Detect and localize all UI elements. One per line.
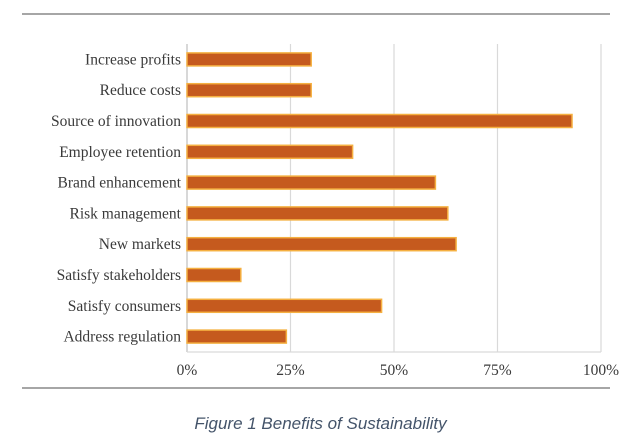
bar <box>186 298 383 314</box>
bar <box>186 329 288 344</box>
bar <box>186 236 457 252</box>
bar <box>186 82 312 98</box>
category-label: Risk management <box>70 205 182 222</box>
category-label: Reduce costs <box>100 82 181 99</box>
x-tick-label: 100% <box>583 362 619 379</box>
top-rule <box>22 13 610 15</box>
bar <box>186 113 573 129</box>
category-label: Address regulation <box>63 329 181 346</box>
figure-caption: Figure 1 Benefits of Sustainability <box>194 414 447 433</box>
x-tick-label: 0% <box>177 362 198 379</box>
x-tick-label: 75% <box>483 362 512 379</box>
category-labels: Increase profits Reduce costs Source of in… <box>51 51 182 345</box>
bar-chart: Increase profits Reduce costs Source of in… <box>51 44 620 379</box>
bar <box>186 144 354 160</box>
category-label: Brand enhancement <box>57 175 181 192</box>
bar <box>186 52 312 67</box>
x-tick-label: 50% <box>380 362 409 379</box>
category-label: Source of innovation <box>51 113 181 130</box>
x-tick-label: 25% <box>276 362 305 379</box>
category-label: Employee retention <box>59 144 181 161</box>
bars <box>186 52 573 344</box>
category-label: Satisfy consumers <box>68 298 181 315</box>
category-label: Increase profits <box>85 51 181 68</box>
bar <box>186 206 449 221</box>
bar <box>186 267 242 283</box>
category-label: New markets <box>99 236 181 253</box>
bar <box>186 175 437 190</box>
bottom-rule <box>22 387 610 389</box>
x-tick-labels: 0% 25% 50% 75% 100% <box>177 362 620 379</box>
category-label: Satisfy stakeholders <box>57 267 181 284</box>
